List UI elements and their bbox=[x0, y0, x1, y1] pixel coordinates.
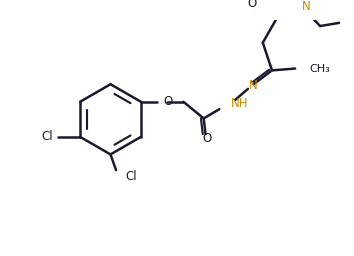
Text: O: O bbox=[247, 0, 256, 10]
Text: N: N bbox=[249, 79, 258, 92]
Text: O: O bbox=[163, 95, 172, 108]
Text: N: N bbox=[302, 0, 310, 13]
Text: NH: NH bbox=[230, 97, 248, 110]
Text: Cl: Cl bbox=[42, 130, 53, 143]
Text: CH₃: CH₃ bbox=[309, 63, 330, 73]
Text: O: O bbox=[203, 132, 212, 145]
Text: Cl: Cl bbox=[125, 170, 137, 183]
